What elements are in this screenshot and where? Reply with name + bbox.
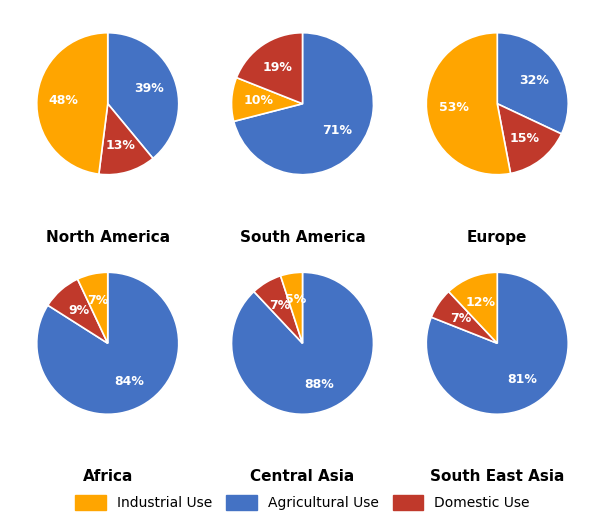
Wedge shape [108,32,178,158]
Wedge shape [232,78,302,122]
Text: 13%: 13% [105,139,135,152]
Wedge shape [427,272,568,414]
Text: 39%: 39% [134,82,164,95]
Text: 7%: 7% [450,312,471,325]
Wedge shape [497,104,561,173]
Wedge shape [48,279,108,343]
Text: 9%: 9% [68,304,89,317]
Title: South East Asia: South East Asia [430,469,564,484]
Text: 81%: 81% [507,373,537,386]
Text: 19%: 19% [263,61,293,74]
Title: Africa: Africa [82,469,133,484]
Wedge shape [234,32,373,174]
Text: 7%: 7% [269,299,291,312]
Text: 53%: 53% [439,101,468,114]
Title: Europe: Europe [467,230,528,245]
Wedge shape [232,272,373,414]
Wedge shape [37,32,108,174]
Legend: Industrial Use, Agricultural Use, Domestic Use: Industrial Use, Agricultural Use, Domest… [68,488,537,517]
Title: South America: South America [240,230,365,245]
Wedge shape [449,272,497,343]
Wedge shape [237,32,302,104]
Text: 48%: 48% [49,94,79,107]
Text: 88%: 88% [304,378,333,391]
Wedge shape [497,32,568,134]
Text: 12%: 12% [466,296,496,309]
Text: 32%: 32% [520,74,549,86]
Text: 71%: 71% [322,124,352,137]
Wedge shape [77,272,108,343]
Wedge shape [431,291,497,343]
Wedge shape [99,104,153,174]
Text: 7%: 7% [88,294,109,307]
Text: 5%: 5% [285,293,306,307]
Wedge shape [281,272,302,343]
Title: North America: North America [46,230,170,245]
Wedge shape [254,276,302,343]
Text: 10%: 10% [244,94,273,107]
Wedge shape [427,32,511,174]
Text: 15%: 15% [509,132,539,145]
Wedge shape [37,272,178,414]
Text: 84%: 84% [114,375,144,388]
Title: Central Asia: Central Asia [250,469,355,484]
